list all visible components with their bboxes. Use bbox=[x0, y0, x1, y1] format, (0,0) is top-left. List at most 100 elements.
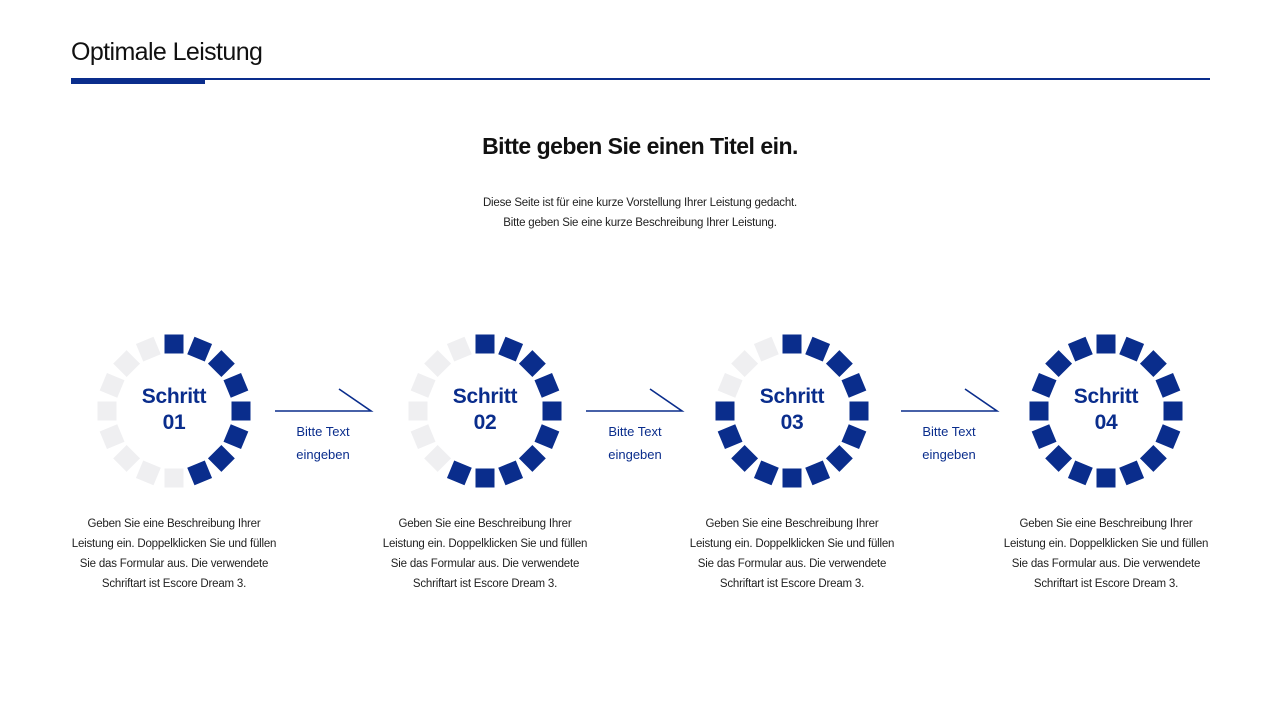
step-number: 02 bbox=[473, 411, 497, 434]
desc-line: Leistung ein. Doppelklicken Sie und füll… bbox=[1003, 538, 1209, 550]
ring-segment-inactive bbox=[99, 372, 125, 398]
ring-segment-active bbox=[1096, 468, 1116, 488]
ring-segment-active bbox=[542, 401, 562, 421]
ring-segment-active bbox=[782, 334, 802, 354]
ring-segment-inactive bbox=[410, 424, 436, 450]
step-2-label: Schritt 02 bbox=[407, 384, 563, 436]
step-2-description: Geben Sie eine Beschreibung Ihrer Leistu… bbox=[370, 514, 600, 594]
step-word: Schritt bbox=[141, 385, 207, 408]
step-number: 04 bbox=[1094, 411, 1118, 434]
ring-segment-inactive bbox=[135, 460, 161, 486]
ring-segment-active bbox=[164, 334, 184, 354]
connector-text-line: Bitte Text bbox=[608, 424, 662, 439]
step-4-progress-ring bbox=[1029, 334, 1183, 488]
ring-segment-active bbox=[805, 460, 831, 486]
ring-segment-active bbox=[1029, 401, 1049, 421]
ring-segment-active bbox=[731, 444, 759, 472]
ring-segment-inactive bbox=[164, 468, 184, 488]
ring-segment-active bbox=[717, 424, 743, 450]
ring-segment-active bbox=[1155, 372, 1181, 398]
ring-segment-active bbox=[1031, 372, 1057, 398]
connector-3-text: Bitte Text eingeben bbox=[899, 420, 999, 466]
ring-segment-active bbox=[223, 372, 249, 398]
desc-line: Leistung ein. Doppelklicken Sie und füll… bbox=[382, 538, 588, 550]
step-1-label: Schritt 01 bbox=[96, 384, 252, 436]
ring-segment-active bbox=[1031, 424, 1057, 450]
ring-segment-inactive bbox=[424, 444, 452, 472]
connector-text-line: eingeben bbox=[922, 447, 976, 462]
ring-segment-inactive bbox=[113, 444, 141, 472]
ring-segment-active bbox=[498, 336, 524, 362]
ring-segment-inactive bbox=[731, 350, 759, 378]
ring-segment-active bbox=[475, 468, 495, 488]
ring-segment-active bbox=[1119, 460, 1145, 486]
intro-line: Bitte geben Sie eine kurze Beschreibung … bbox=[503, 217, 777, 229]
step-number: 03 bbox=[780, 411, 804, 434]
ring-segment-active bbox=[475, 334, 495, 354]
ring-segment-active bbox=[841, 372, 867, 398]
ring-segment-active bbox=[753, 460, 779, 486]
ring-segment-active bbox=[805, 336, 831, 362]
desc-line: Leistung ein. Doppelklicken Sie und füll… bbox=[71, 538, 277, 550]
step-word: Schritt bbox=[759, 385, 825, 408]
connector-text-line: Bitte Text bbox=[296, 424, 350, 439]
step-4-description: Geben Sie eine Beschreibung Ihrer Leistu… bbox=[991, 514, 1221, 594]
desc-line: Geben Sie eine Beschreibung Ihrer bbox=[87, 518, 261, 530]
ring-segment-active bbox=[1119, 336, 1145, 362]
ring-segment-active bbox=[231, 401, 251, 421]
ring-segment-active bbox=[715, 401, 735, 421]
main-title: Bitte geben Sie einen Titel ein. bbox=[482, 133, 798, 159]
ring-segment-active bbox=[1067, 460, 1093, 486]
ring-segment-active bbox=[187, 460, 213, 486]
step-1-progress-ring bbox=[97, 334, 251, 488]
ring-segment-active bbox=[825, 444, 853, 472]
ring-segment-active bbox=[1139, 350, 1167, 378]
connector-2-arrow bbox=[586, 388, 685, 412]
ring-segment-active bbox=[841, 424, 867, 450]
ring-segment-active bbox=[518, 350, 546, 378]
header-rule-accent bbox=[71, 78, 205, 84]
ring-segment-active bbox=[1155, 424, 1181, 450]
desc-line: Geben Sie eine Beschreibung Ihrer bbox=[398, 518, 572, 530]
desc-line: Sie das Formular aus. Die verwendete bbox=[697, 558, 887, 570]
desc-line: Sie das Formular aus. Die verwendete bbox=[1011, 558, 1201, 570]
ring-segment-inactive bbox=[99, 424, 125, 450]
ring-segment-active bbox=[187, 336, 213, 362]
connector-text-line: Bitte Text bbox=[922, 424, 976, 439]
ring-segment-active bbox=[534, 424, 560, 450]
step-word: Schritt bbox=[452, 385, 518, 408]
page-title: Optimale Leistung bbox=[71, 38, 263, 66]
ring-segment-active bbox=[1096, 334, 1116, 354]
step-number: 01 bbox=[162, 411, 186, 434]
ring-segment-active bbox=[446, 460, 472, 486]
ring-segment-inactive bbox=[446, 336, 472, 362]
ring-segment-active bbox=[223, 424, 249, 450]
step-2-progress-ring bbox=[408, 334, 562, 488]
ring-segment-inactive bbox=[408, 401, 428, 421]
ring-segment-active bbox=[498, 460, 524, 486]
ring-segment-active bbox=[1067, 336, 1093, 362]
step-3-progress-ring bbox=[715, 334, 869, 488]
header-rule bbox=[71, 78, 1210, 80]
ring-segment-active bbox=[1139, 444, 1167, 472]
desc-line: Schriftart ist Escore Dream 3. bbox=[101, 578, 247, 590]
desc-line: Schriftart ist Escore Dream 3. bbox=[412, 578, 558, 590]
ring-segment-active bbox=[1045, 444, 1073, 472]
desc-line: Schriftart ist Escore Dream 3. bbox=[719, 578, 865, 590]
ring-segment-active bbox=[825, 350, 853, 378]
connector-2-text: Bitte Text eingeben bbox=[585, 420, 685, 466]
ring-segment-active bbox=[207, 350, 235, 378]
ring-segment-inactive bbox=[753, 336, 779, 362]
ring-segment-active bbox=[207, 444, 235, 472]
desc-line: Schriftart ist Escore Dream 3. bbox=[1033, 578, 1179, 590]
intro-text: Diese Seite ist für eine kurze Vorstellu… bbox=[0, 193, 1280, 233]
connector-1-text: Bitte Text eingeben bbox=[273, 420, 373, 466]
connector-1-arrow bbox=[275, 388, 374, 412]
ring-segment-inactive bbox=[410, 372, 436, 398]
step-4-label: Schritt 04 bbox=[1028, 384, 1184, 436]
desc-line: Sie das Formular aus. Die verwendete bbox=[390, 558, 580, 570]
ring-segment-active bbox=[518, 444, 546, 472]
ring-segment-inactive bbox=[113, 350, 141, 378]
ring-segment-inactive bbox=[97, 401, 117, 421]
ring-segment-inactive bbox=[135, 336, 161, 362]
